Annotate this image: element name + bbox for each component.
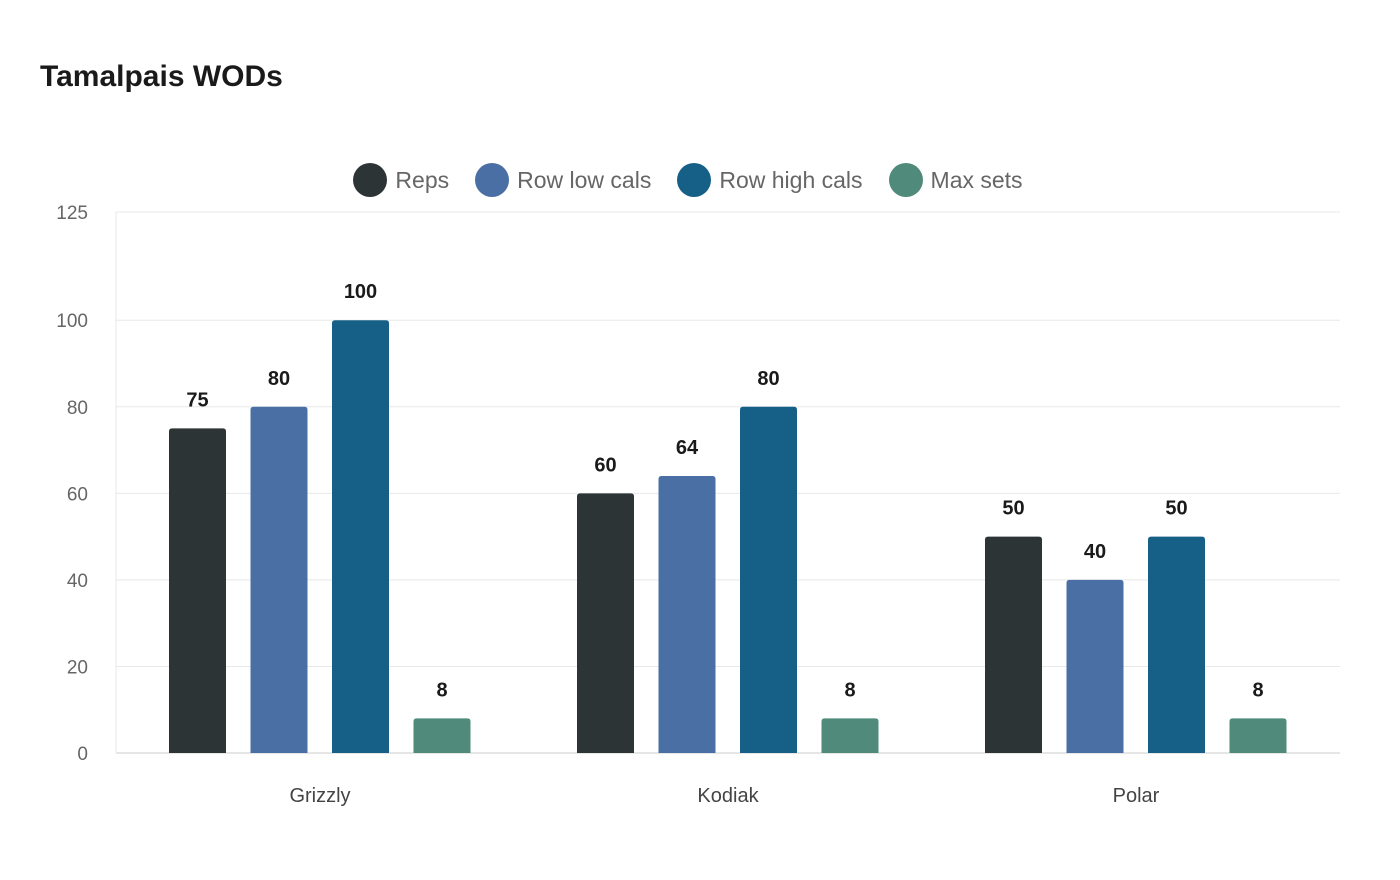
legend-item[interactable]: Row low cals bbox=[475, 163, 651, 197]
legend-label: Row high cals bbox=[719, 166, 863, 193]
data-label: 64 bbox=[676, 437, 699, 459]
bar bbox=[985, 536, 1042, 753]
legend-label: Reps bbox=[395, 166, 450, 193]
legend-label: Max sets bbox=[930, 166, 1023, 193]
bar bbox=[332, 320, 389, 753]
bar bbox=[413, 718, 471, 753]
bar bbox=[1066, 579, 1124, 753]
legend-marker-icon bbox=[888, 163, 923, 197]
y-tick-label: 80 bbox=[67, 398, 88, 419]
data-label: 50 bbox=[1165, 498, 1187, 520]
bar bbox=[577, 493, 634, 753]
data-label: 80 bbox=[757, 368, 779, 390]
data-label: 100 bbox=[344, 281, 377, 303]
bar bbox=[658, 476, 716, 753]
bar bbox=[169, 428, 226, 753]
data-label: 40 bbox=[1084, 541, 1106, 563]
y-tick-label: 60 bbox=[67, 484, 88, 505]
legend: Reps Row low cals Row high cals Max sets bbox=[0, 163, 1376, 197]
data-label: 80 bbox=[268, 368, 290, 390]
legend-marker-icon bbox=[353, 163, 388, 197]
x-tick-label: Polar bbox=[1113, 785, 1160, 807]
data-label: 75 bbox=[186, 389, 208, 411]
y-tick-label: 100 bbox=[56, 311, 88, 332]
y-tick-label: 125 bbox=[56, 203, 88, 224]
legend-item[interactable]: Max sets bbox=[888, 163, 1023, 197]
data-label: 8 bbox=[844, 679, 855, 701]
legend-label: Row low cals bbox=[517, 166, 652, 193]
data-label: 8 bbox=[436, 679, 447, 701]
bar bbox=[740, 406, 797, 753]
legend-marker-icon bbox=[475, 163, 510, 197]
data-label: 8 bbox=[1252, 679, 1263, 701]
chart-title: Tamalpais WODs bbox=[40, 60, 283, 93]
legend-item[interactable]: Row high cals bbox=[677, 163, 863, 197]
bar bbox=[1148, 536, 1205, 753]
y-tick-label: 40 bbox=[67, 571, 88, 592]
bar bbox=[250, 406, 308, 753]
y-tick-label: 20 bbox=[67, 657, 88, 678]
x-tick-label: Kodiak bbox=[697, 785, 759, 807]
legend-marker-icon bbox=[677, 163, 712, 197]
x-tick-label: Grizzly bbox=[289, 785, 350, 807]
legend-item[interactable]: Reps bbox=[353, 163, 449, 197]
bar bbox=[1229, 718, 1287, 753]
bar bbox=[821, 718, 879, 753]
data-label: 50 bbox=[1002, 498, 1024, 520]
y-tick-label: 0 bbox=[77, 744, 88, 765]
data-label: 60 bbox=[594, 454, 616, 476]
